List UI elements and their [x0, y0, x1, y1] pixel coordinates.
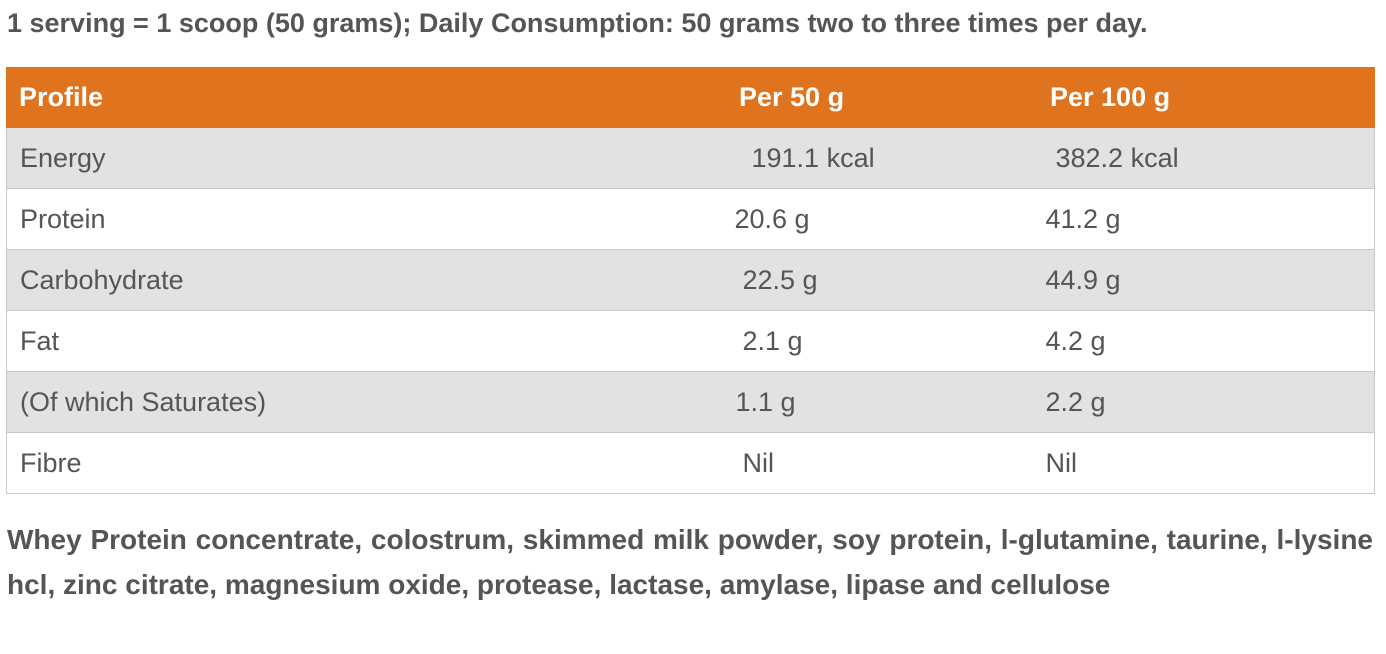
- profile-cell: Energy: [6, 127, 727, 189]
- per-100g-cell: 4.2 g: [1037, 310, 1375, 372]
- table-row: Fibre Nil Nil: [6, 432, 1375, 494]
- profile-cell: Protein: [6, 188, 727, 250]
- table-row: Fat 2.1 g 4.2 g: [6, 310, 1375, 372]
- column-header-per-100g: Per 100 g: [1037, 67, 1375, 128]
- table-header-row: Profile Per 50 g Per 100 g: [6, 67, 1375, 128]
- per-50g-cell: 22.5 g: [726, 249, 1038, 311]
- profile-cell: Fibre: [6, 432, 727, 494]
- column-header-per-50g: Per 50 g: [726, 67, 1038, 128]
- profile-cell: Carbohydrate: [6, 249, 727, 311]
- per-100g-cell: 2.2 g: [1037, 371, 1375, 433]
- per-50g-cell: Nil: [726, 432, 1038, 494]
- profile-cell: Fat: [6, 310, 727, 372]
- per-100g-cell: 41.2 g: [1037, 188, 1375, 250]
- per-100g-cell: 382.2 kcal: [1037, 127, 1375, 189]
- ingredients-text: Whey Protein concentrate, colostrum, ski…: [7, 524, 1373, 600]
- table-row: (Of which Saturates) 1.1 g 2.2 g: [6, 371, 1375, 433]
- per-100g-cell: 44.9 g: [1037, 249, 1375, 311]
- per-50g-cell: 1.1 g: [726, 371, 1038, 433]
- table-row: Energy 191.1 kcal 382.2 kcal: [6, 127, 1375, 189]
- table-row: Protein 20.6 g 41.2 g: [6, 188, 1375, 250]
- serving-info: 1 serving = 1 scoop (50 grams); Daily Co…: [7, 8, 1148, 38]
- column-header-profile: Profile: [6, 67, 727, 128]
- per-100g-cell: Nil: [1037, 432, 1375, 494]
- profile-cell: (Of which Saturates): [6, 371, 727, 433]
- nutrition-table: Profile Per 50 g Per 100 g Energy 191.1 …: [6, 67, 1375, 494]
- per-50g-cell: 191.1 kcal: [726, 127, 1038, 189]
- table-row: Carbohydrate 22.5 g 44.9 g: [6, 249, 1375, 311]
- per-50g-cell: 2.1 g: [726, 310, 1038, 372]
- per-50g-cell: 20.6 g: [726, 188, 1038, 250]
